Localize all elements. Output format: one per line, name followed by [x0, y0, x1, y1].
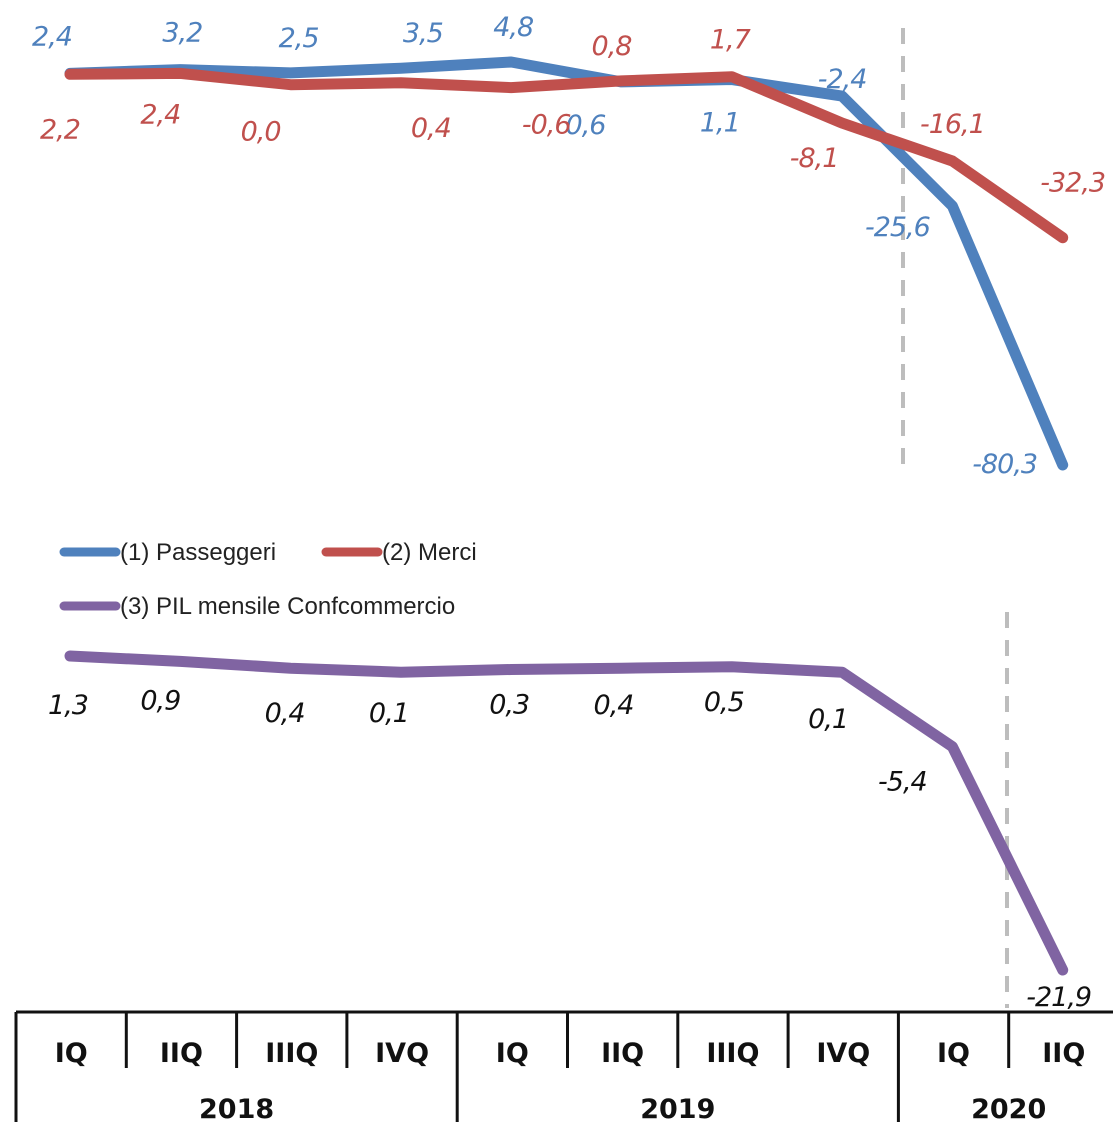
series-line-merci	[64, 67, 1069, 244]
passeggeri-label-1: 3,2	[162, 18, 202, 49]
pil-label-9: -21,9	[1026, 982, 1091, 1013]
pil-label-2: 0,4	[265, 698, 305, 729]
year-label-2: 2020	[971, 1094, 1046, 1122]
merci-label-4: -0,6	[522, 110, 571, 141]
series-line-pil	[64, 650, 1069, 976]
pil-label-7: 0,1	[808, 704, 848, 735]
passeggeri-label-6: 1,1	[700, 108, 740, 139]
tick-label-4: IQ	[496, 1038, 529, 1069]
merci-label-7: -8,1	[790, 143, 839, 174]
series-line-passeggeri	[64, 56, 1069, 471]
tick-label-8: IQ	[937, 1038, 970, 1069]
tick-label-0: IQ	[55, 1038, 88, 1069]
passeggeri-label-8: -25,6	[865, 212, 930, 243]
merci-label-9: -32,3	[1040, 168, 1105, 199]
pil-label-8: -5,4	[878, 767, 927, 798]
passeggeri-label-7: -2,4	[818, 64, 867, 95]
merci-label-3: 0,4	[411, 113, 451, 144]
tick-label-1: IIQ	[160, 1038, 203, 1069]
merci-label-8: -16,1	[920, 109, 985, 140]
pil-label-3: 0,1	[369, 698, 409, 729]
year-label-0: 2018	[199, 1094, 274, 1122]
tick-label-5: IIQ	[601, 1038, 644, 1069]
merci-label-6: 1,7	[710, 25, 751, 56]
passeggeri-label-9: -80,3	[972, 449, 1037, 480]
merci-label-1: 2,4	[140, 99, 180, 130]
passeggeri-label-4: 4,8	[493, 12, 533, 43]
legend-pil-label: (3) PIL mensile Confcommercio	[120, 593, 455, 620]
merci-label-0: 2,2	[40, 114, 80, 145]
year-label-1: 2019	[640, 1094, 715, 1122]
legend-passeggeri-label: (1) Passeggeri	[120, 539, 276, 566]
legend-merci-label: (2) Merci	[382, 539, 477, 566]
legend: (1) Passeggeri (2) Merci (3) PIL mensile C…	[59, 539, 477, 620]
pil-label-5: 0,4	[594, 690, 634, 721]
tick-label-6: IIIQ	[706, 1038, 759, 1069]
pil-label-0: 1,3	[48, 690, 88, 721]
period-dividers	[901, 28, 1009, 1008]
merci-label-5: 0,8	[592, 31, 632, 62]
tick-label-2: IIIQ	[265, 1038, 318, 1069]
passeggeri-label-5: 0,6	[566, 110, 606, 141]
data-labels: 2,4 3,2 2,5 3,5 4,8 0,6 1,1 -2,4 -25,6 -80,3 2,2 2,…	[32, 12, 1106, 1013]
passeggeri-label-3: 3,5	[403, 18, 443, 49]
merci-label-2: 0,0	[241, 117, 281, 148]
tick-label-7: IVQ	[816, 1038, 870, 1069]
tick-label-9: IIQ	[1042, 1038, 1085, 1069]
pil-label-6: 0,5	[704, 687, 744, 718]
tick-label-3: IVQ	[375, 1038, 429, 1069]
category-axis: IQ IIQ IIIQ IVQ IQ IIQ IIIQ IVQ IQ IIQ 2018 2019 202…	[14, 1010, 1113, 1122]
series-lines	[64, 56, 1069, 976]
pil-label-4: 0,3	[489, 690, 529, 721]
passeggeri-label-0: 2,4	[32, 21, 72, 52]
pil-label-1: 0,9	[140, 685, 180, 716]
passeggeri-label-2: 2,5	[279, 23, 319, 54]
